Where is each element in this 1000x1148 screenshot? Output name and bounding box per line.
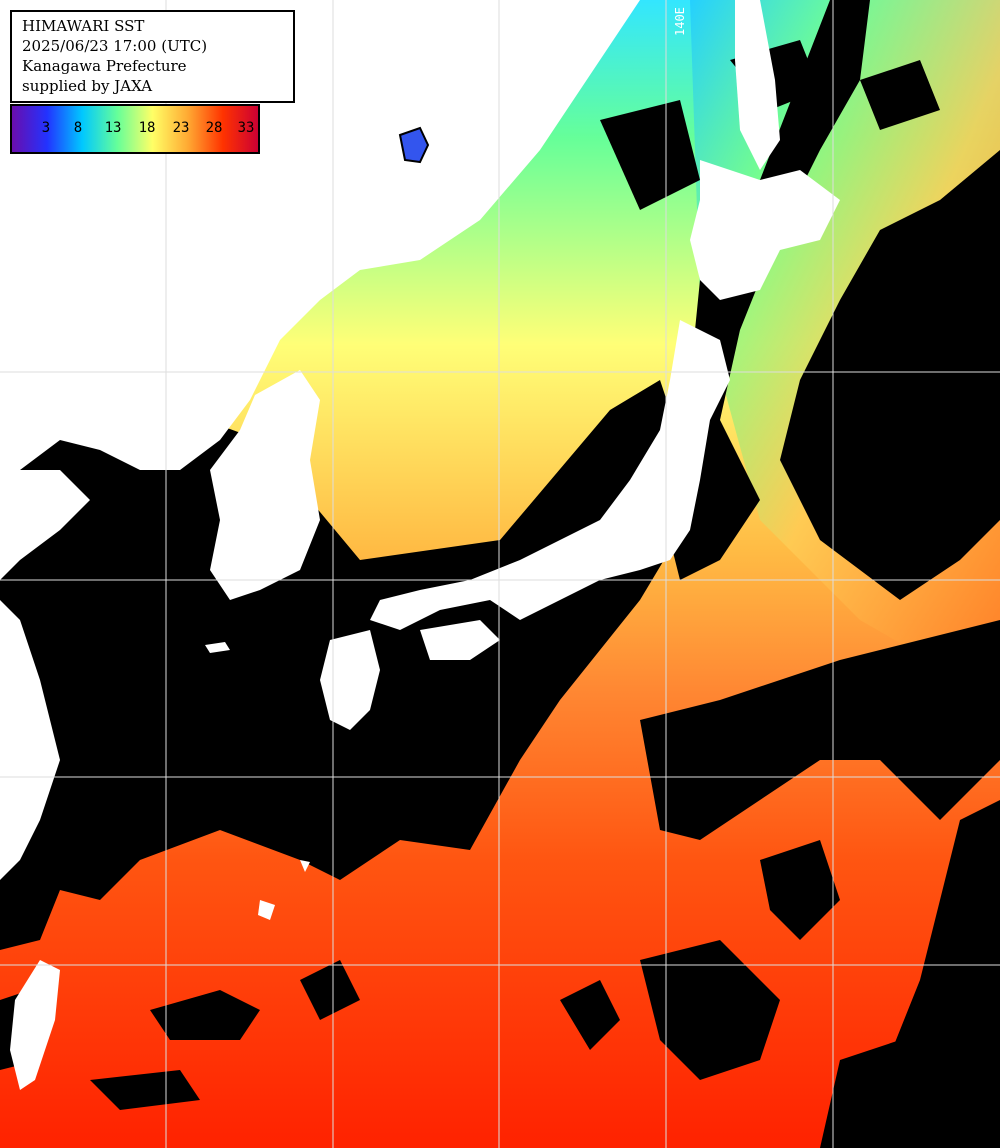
data-credit: supplied by JAXA [22, 77, 153, 95]
colorbar-label-33: 33 [237, 120, 255, 136]
timestamp: 2025/06/23 17:00 (UTC) [22, 37, 208, 55]
lat-label-30n: 30N [24, 353, 46, 367]
colorbar-label-3: 3 [41, 120, 51, 136]
colorbar-label-28: 28 [205, 120, 223, 136]
colorbar-gradient [12, 106, 258, 152]
colorbar-label-18: 18 [138, 120, 156, 136]
lon-label-140e: 140E [673, 7, 687, 36]
colorbar-label-23: 23 [172, 120, 190, 136]
island-blue [398, 126, 430, 164]
temperature-colorbar: 3 8 13 18 23 28 33 [10, 104, 260, 154]
product-title: HIMAWARI SST [22, 17, 145, 35]
info-box: HIMAWARI SST 2025/06/23 17:00 (UTC) Kana… [10, 10, 295, 103]
colorbar-label-8: 8 [73, 120, 83, 136]
colorbar-label-13: 13 [104, 120, 122, 136]
lat-label-20n: 20N [20, 760, 42, 774]
region-name: Kanagawa Prefecture [22, 57, 187, 75]
